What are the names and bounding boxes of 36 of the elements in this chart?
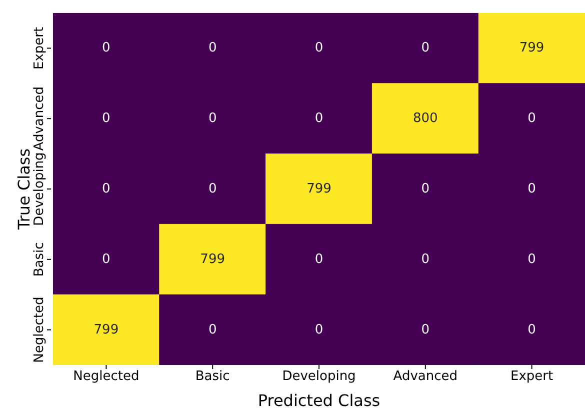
data-label: 0 [421, 252, 430, 267]
data-label: 0 [314, 111, 324, 126]
data-label: 800 [412, 111, 438, 126]
data-label: 0 [421, 322, 430, 338]
data-label: 0 [314, 322, 324, 338]
data-label: 799 [94, 322, 119, 338]
y-axis-title: True Class [14, 148, 34, 231]
x-tick-label: Advanced [393, 369, 458, 384]
x-tick-label: Developing [282, 369, 356, 384]
data-label: 0 [208, 40, 217, 56]
data-label: 0 [102, 182, 110, 196]
data-label: 0 [421, 182, 430, 196]
y-tick-label: Expert [32, 26, 47, 70]
x-tick-label: Expert [510, 369, 554, 384]
data-label: 0 [421, 40, 430, 56]
data-label: 0 [528, 111, 536, 126]
data-label: 799 [519, 40, 544, 56]
data-label: 799 [200, 252, 226, 267]
data-label: 0 [528, 182, 536, 196]
data-label: 0 [528, 252, 536, 267]
data-label: 0 [102, 40, 110, 56]
data-label: 0 [314, 40, 324, 56]
data-label: 0 [528, 322, 536, 338]
data-label: 799 [306, 182, 332, 196]
x-axis-title: Predicted Class [258, 391, 380, 408]
x-tick-label: Neglected [73, 369, 140, 384]
x-tick-label: Basic [195, 369, 230, 384]
data-label: 0 [102, 252, 110, 267]
data-label: 0 [208, 111, 217, 126]
data-label: 0 [208, 182, 217, 196]
y-tick-label: Developing [32, 152, 47, 226]
data-label: 0 [314, 252, 324, 267]
y-tick-label: Advanced [32, 86, 47, 151]
y-tick-label: Basic [32, 242, 47, 277]
data-label: 0 [102, 111, 110, 126]
data-label: 0 [208, 322, 217, 338]
